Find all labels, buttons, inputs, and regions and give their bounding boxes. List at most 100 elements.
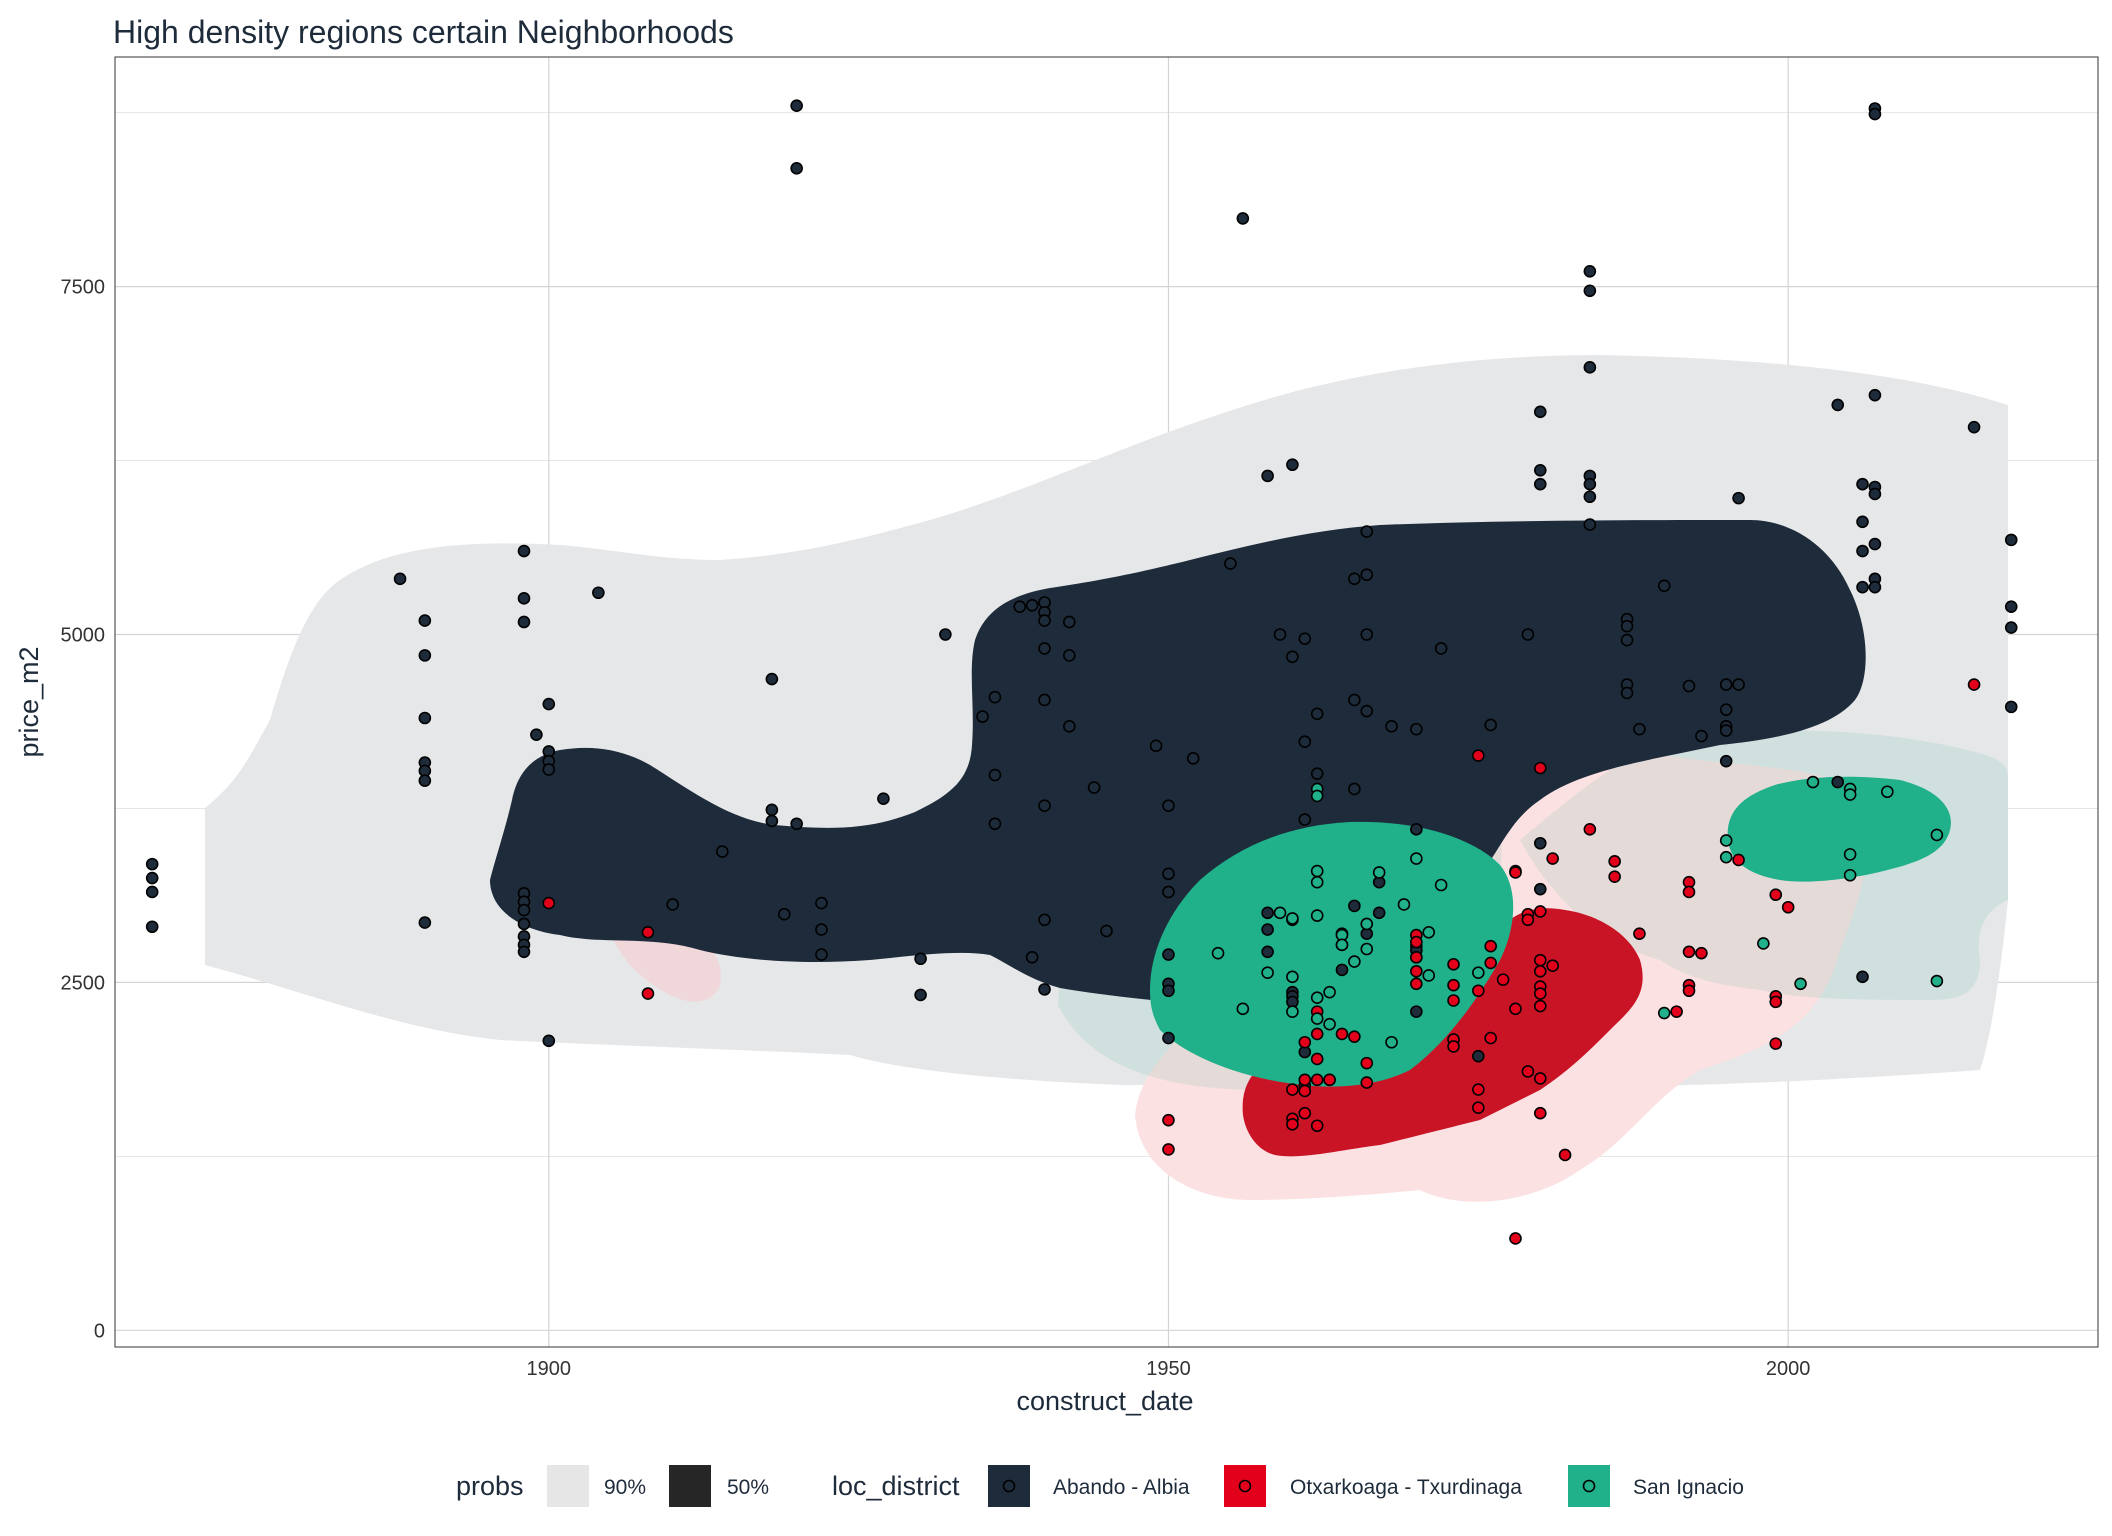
data-point <box>1261 469 1274 483</box>
data-point <box>1434 878 1448 892</box>
data-point <box>1533 1072 1547 1085</box>
data-point <box>1360 704 1374 718</box>
data-point <box>1410 1005 1423 1018</box>
data-point <box>1323 1073 1336 1087</box>
y-tick-label: 5000 <box>61 625 106 647</box>
data-point <box>1261 923 1274 936</box>
panel-border <box>114 56 2099 1348</box>
data-point <box>1273 628 1287 641</box>
data-point <box>1063 649 1076 662</box>
data-point <box>1286 650 1299 664</box>
legend-abando-label: Abando - Albia <box>1053 1476 1190 1499</box>
data-point <box>1533 405 1547 419</box>
data-point <box>1162 1031 1175 1045</box>
x-tick-label: 1900 <box>527 1358 572 1380</box>
data-point <box>1434 642 1448 655</box>
data-point <box>988 817 1002 831</box>
data-point <box>1100 924 1113 938</box>
data-point <box>1757 937 1770 950</box>
data-point <box>1608 870 1621 883</box>
data-point <box>1856 477 1869 491</box>
data-point <box>1298 632 1312 645</box>
data-point <box>1286 1118 1299 1131</box>
data-point <box>1447 958 1460 971</box>
data-point <box>1521 913 1535 927</box>
data-point <box>542 763 556 776</box>
legend-otxarkoaga-point <box>1238 1479 1252 1493</box>
data-point <box>1410 823 1423 836</box>
data-point <box>1472 749 1485 762</box>
data-point <box>1410 951 1423 964</box>
data-point <box>1608 855 1621 868</box>
data-point <box>1472 1083 1485 1096</box>
legend-probs-90-key <box>547 1465 589 1507</box>
data-point <box>815 923 828 936</box>
data-point <box>1162 1143 1175 1156</box>
data-point <box>1348 693 1361 707</box>
data-point <box>1719 678 1733 691</box>
data-point <box>1806 775 1820 789</box>
data-point <box>145 885 159 899</box>
data-point <box>1533 477 1547 491</box>
x-axis-label: construct_date <box>1016 1386 1193 1416</box>
data-point <box>1682 679 1696 693</box>
series-otxarkoaga-txurdinaga <box>542 678 1981 1245</box>
data-point <box>418 774 432 787</box>
data-point <box>1162 1113 1175 1127</box>
data-point <box>1236 212 1250 225</box>
data-point <box>1038 642 1051 655</box>
data-point <box>1856 544 1869 558</box>
density-regions <box>205 355 2008 1202</box>
data-point <box>1472 1049 1485 1063</box>
data-point <box>1856 515 1869 529</box>
plot-panel <box>114 56 2099 1348</box>
data-point <box>542 1034 556 1048</box>
data-point <box>1348 1030 1361 1043</box>
data-point <box>145 871 159 885</box>
data-point <box>1348 955 1361 968</box>
data-point <box>517 945 531 959</box>
data-point <box>1360 525 1374 538</box>
data-point <box>1633 927 1646 940</box>
legend-abando-point <box>1002 1479 1016 1493</box>
data-point <box>1211 946 1225 960</box>
x-axis-ticks: 1900 1950 2000 <box>527 1358 1811 1380</box>
data-point <box>1533 836 1547 850</box>
data-point <box>1410 977 1423 991</box>
data-point <box>418 614 432 627</box>
data-point <box>1298 735 1312 748</box>
data-point <box>1310 864 1324 878</box>
data-point <box>641 926 655 939</box>
data-point <box>1310 789 1324 803</box>
data-point <box>1509 1002 1522 1016</box>
data-point <box>1397 898 1411 911</box>
data-point <box>1335 1027 1349 1041</box>
data-point <box>1843 868 1857 882</box>
data-point <box>1236 1002 1250 1016</box>
data-point <box>1509 866 1522 879</box>
data-point <box>1410 722 1423 736</box>
data-point <box>1781 900 1795 914</box>
data-point <box>1323 1017 1336 1031</box>
data-point <box>1038 799 1051 812</box>
data-point <box>1670 1005 1683 1018</box>
data-point <box>1298 1106 1312 1120</box>
data-point <box>418 916 432 929</box>
data-point <box>1868 580 1882 594</box>
data-point <box>1633 722 1646 736</box>
data-point <box>815 896 828 910</box>
data-point <box>1038 983 1051 996</box>
data-point <box>1149 739 1163 753</box>
data-point <box>1583 361 1597 374</box>
data-point <box>1422 926 1436 939</box>
data-point <box>1930 974 1944 988</box>
series-san-ignacio <box>1211 775 1944 1049</box>
data-point <box>1719 724 1733 737</box>
data-point <box>1868 487 1882 501</box>
data-point <box>1162 799 1175 812</box>
legend-district-title: loc_district <box>832 1471 960 1501</box>
legend-sanignacio-point <box>1582 1479 1596 1493</box>
data-point <box>1310 1012 1324 1025</box>
data-point <box>1719 754 1733 768</box>
